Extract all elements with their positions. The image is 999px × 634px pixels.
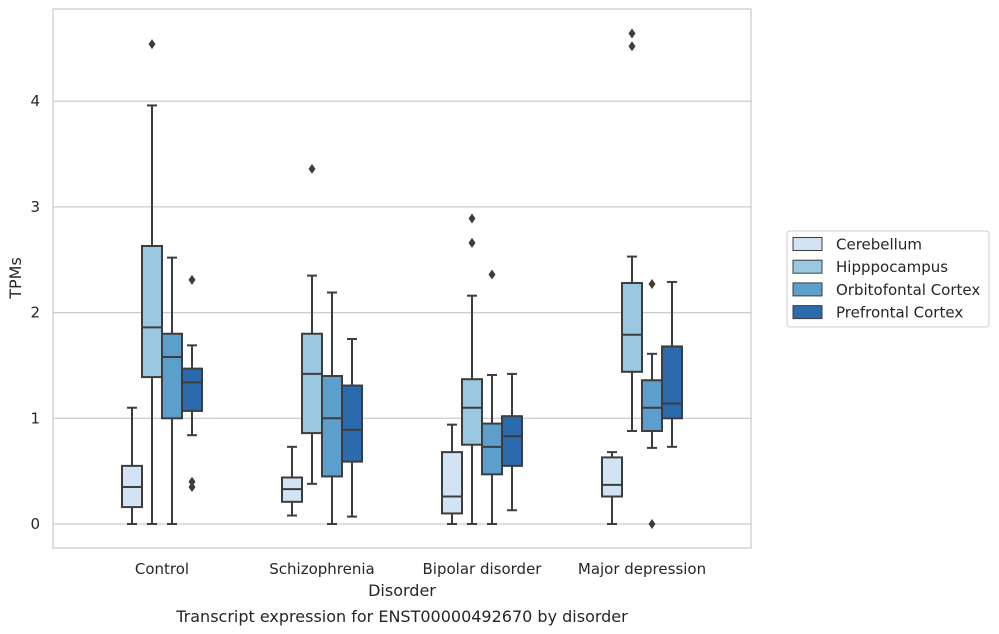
- box: [601, 456, 623, 498]
- outlier-point: [628, 41, 636, 52]
- x-tick-label: Schizophrenia: [269, 560, 374, 578]
- box-group: [481, 269, 503, 525]
- box: [661, 345, 683, 420]
- box: [181, 367, 203, 412]
- box-group: [301, 163, 323, 485]
- box-group: [321, 291, 343, 525]
- y-tick-label: 1: [30, 409, 40, 427]
- chart-caption: Transcript expression for ENST0000049267…: [175, 607, 628, 626]
- outlier-point: [648, 519, 656, 529]
- plot-frame: [52, 8, 752, 549]
- box-group: [141, 39, 163, 525]
- box: [461, 378, 483, 446]
- box-group: [121, 406, 143, 525]
- box: [621, 282, 643, 373]
- outlier-point: [628, 28, 636, 39]
- box-group: [661, 280, 683, 448]
- outlier-point: [468, 213, 476, 224]
- box: [161, 332, 183, 420]
- y-axis-ticks: 0 1 2 3 4: [30, 92, 40, 533]
- legend-frame: [786, 230, 990, 328]
- box-group: [161, 256, 183, 525]
- box-group: [641, 279, 663, 529]
- outlier-point: [188, 274, 196, 285]
- legend-swatch: [792, 305, 823, 320]
- legend-swatch: [792, 259, 823, 274]
- legend-label: Hipppocampus: [836, 258, 948, 276]
- outlier-point: [648, 279, 656, 290]
- outlier-point: [468, 237, 476, 248]
- box: [641, 379, 663, 432]
- legend-label: Orbitofontal Cortex: [836, 281, 980, 299]
- box-group: [341, 338, 363, 518]
- box: [141, 245, 163, 379]
- x-axis-ticks: Control Schizophrenia Bipolar disorder Majo…: [135, 560, 706, 578]
- x-tick-label: Bipolar disorder: [423, 560, 543, 578]
- box-group: [181, 274, 203, 493]
- outlier-point: [488, 269, 496, 280]
- outlier-point: [308, 163, 316, 174]
- y-tick-label: 4: [30, 92, 40, 110]
- y-tick-label: 2: [30, 304, 40, 322]
- box: [301, 332, 323, 435]
- box-group: [281, 445, 303, 517]
- x-axis-label: Disorder: [368, 581, 436, 600]
- box: [441, 451, 463, 515]
- box-group: [501, 372, 523, 512]
- legend-label: Cerebellum: [836, 236, 922, 254]
- outlier-point: [188, 476, 196, 487]
- box: [341, 384, 363, 463]
- legend-swatch: [792, 282, 823, 297]
- x-tick-label: Major depression: [578, 560, 706, 578]
- box-group: [601, 451, 623, 525]
- boxes: [121, 28, 683, 529]
- y-tick-label: 3: [30, 198, 40, 216]
- x-tick-label: Control: [135, 560, 189, 578]
- outlier-point: [148, 39, 156, 50]
- legend: Cerebellum Hipppocampus Orbitofontal Corte…: [786, 230, 990, 328]
- y-tick-label: 0: [30, 515, 40, 533]
- box: [481, 422, 503, 476]
- legend-swatch: [792, 237, 823, 251]
- box: [501, 415, 523, 467]
- y-axis-label: TPMs: [6, 257, 25, 300]
- box-group: [441, 423, 463, 525]
- box: [321, 375, 343, 478]
- box-group: [461, 213, 483, 525]
- outlier-point: [188, 482, 196, 493]
- legend-label: Prefrontal Cortex: [836, 304, 963, 322]
- box-group: [621, 28, 643, 432]
